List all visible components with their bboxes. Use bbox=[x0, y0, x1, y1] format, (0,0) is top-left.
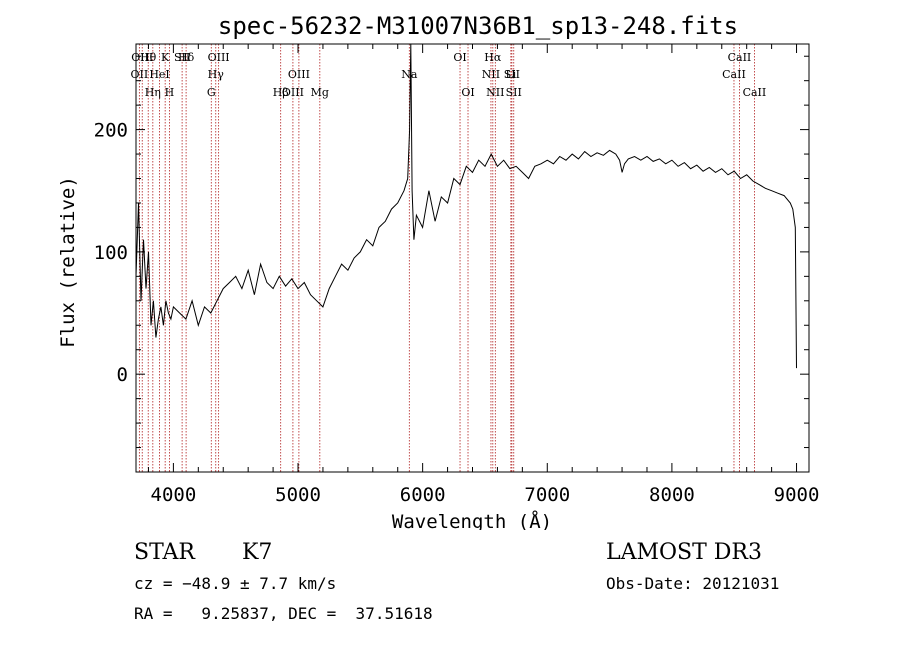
marker-label: SII bbox=[174, 51, 190, 64]
marker-label: SII bbox=[504, 68, 520, 81]
marker-label: H bbox=[165, 86, 175, 99]
x-tick-label: 5000 bbox=[275, 484, 321, 506]
marker-label: HeI bbox=[149, 68, 169, 81]
y-axis-label: Flux (relative) bbox=[57, 176, 79, 348]
marker-label: OII bbox=[131, 68, 149, 81]
y-tick-label: 100 bbox=[94, 242, 128, 264]
survey-name: LAMOST DR3 bbox=[606, 540, 762, 565]
y-tick-label: 0 bbox=[117, 364, 128, 386]
marker-label: Hα bbox=[484, 51, 502, 64]
marker-label: Li bbox=[505, 68, 516, 81]
x-tick-label: 7000 bbox=[524, 484, 570, 506]
marker-label: Hβ bbox=[273, 86, 289, 99]
marker-label: CaII bbox=[743, 86, 767, 99]
chart-title: spec-56232-M31007N36B1_sp13-248.fits bbox=[218, 12, 738, 40]
marker-label: SII bbox=[506, 86, 522, 99]
observation-date: Obs-Date: 20121031 bbox=[606, 574, 780, 593]
object-class: STAR bbox=[134, 540, 195, 565]
x-tick-label: 8000 bbox=[649, 484, 695, 506]
marker-label: OI bbox=[453, 51, 466, 64]
y-tick-label: 200 bbox=[94, 120, 128, 142]
marker-label: Hθ bbox=[140, 51, 157, 64]
x-axis-label: Wavelength (Å) bbox=[392, 510, 552, 530]
marker-label: OIII bbox=[131, 51, 153, 64]
marker-label: OIII bbox=[282, 86, 304, 99]
line-markers bbox=[138, 44, 755, 472]
object-subclass: K7 bbox=[242, 540, 273, 565]
marker-label: G bbox=[207, 86, 216, 99]
x-axis: 4000 5000 6000 7000 8000 9000 bbox=[147, 44, 820, 506]
marker-label: OIII bbox=[208, 51, 230, 64]
x-tick-label: 9000 bbox=[774, 484, 820, 506]
redshift-velocity: cz = −48.9 ± 7.7 km/s bbox=[134, 574, 337, 593]
marker-label: Na bbox=[401, 68, 418, 81]
marker-label: Hδ bbox=[178, 51, 195, 64]
marker-label: Hη bbox=[145, 86, 161, 99]
plot-frame bbox=[135, 43, 810, 473]
marker-label: OIII bbox=[288, 68, 310, 81]
x-tick-label: 6000 bbox=[400, 484, 446, 506]
marker-label: OI bbox=[461, 86, 474, 99]
marker-label: NII bbox=[486, 86, 504, 99]
marker-label: CaII bbox=[722, 68, 746, 81]
marker-label: CaII bbox=[728, 51, 752, 64]
y-axis: 0 100 200 bbox=[94, 55, 809, 449]
spectrum-chart: spec-56232-M31007N36B1_sp13-248.fits Hθ K… bbox=[57, 12, 820, 530]
marker-label: NII bbox=[482, 68, 500, 81]
marker-label: Mg bbox=[311, 86, 329, 99]
marker-label: K bbox=[161, 51, 170, 64]
spectrum-line bbox=[135, 43, 797, 369]
x-tick-label: 4000 bbox=[151, 484, 197, 506]
coordinates: RA = 9.25837, DEC = 37.51618 bbox=[134, 604, 433, 623]
marker-label: Hγ bbox=[208, 68, 225, 81]
